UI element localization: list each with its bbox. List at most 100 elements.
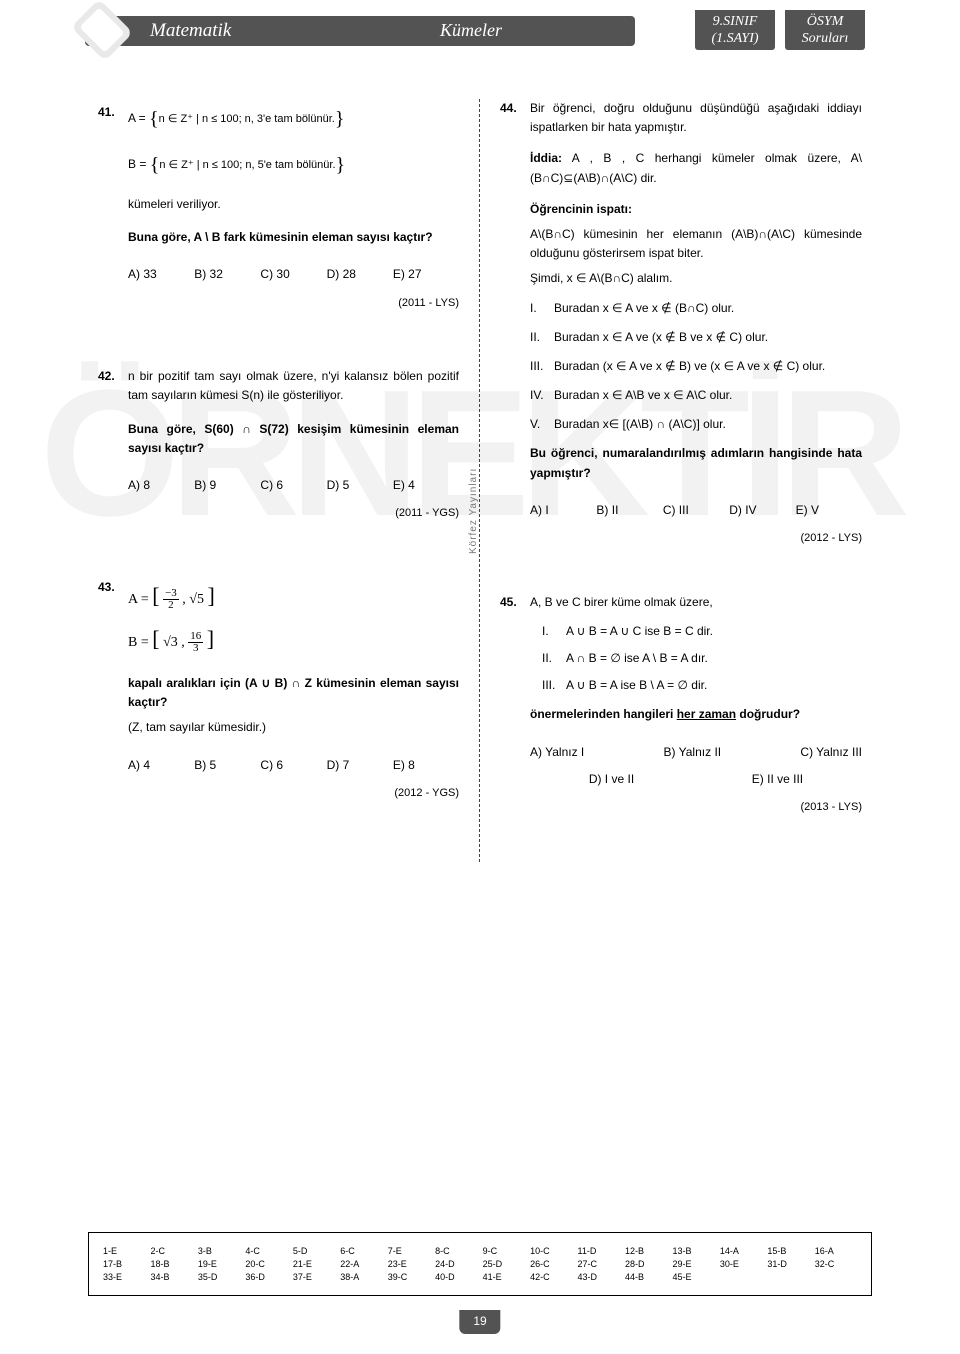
q42-asking: Buna göre, S(60) ∩ S(72) kesişim kümesin… — [128, 420, 459, 458]
answer-cell: 11-D — [578, 1246, 620, 1256]
q42-line1: n bir pozitif tam sayı olmak üzere, n'yi… — [128, 367, 459, 405]
q41-set-a: A = {n ∈ Z⁺ | n ≤ 100; n, 3'e tam bölünü… — [128, 103, 459, 135]
question-42: 42. n bir pozitif tam sayı olmak üzere, … — [98, 367, 459, 523]
header-source-box: ÖSYM Soruları — [785, 10, 865, 50]
answer-cell: 42-C — [530, 1272, 572, 1282]
q45-given: A, B ve C birer küme olmak üzere, — [530, 593, 862, 612]
answer-cell: 16-A — [815, 1246, 857, 1256]
header-subject: Matematik — [150, 20, 231, 42]
answer-cell: 9-C — [483, 1246, 525, 1256]
q44-let: Şimdi, x ∈ A\(B∩C) alalım. — [530, 269, 862, 288]
answer-cell: 8-C — [435, 1246, 477, 1256]
q43-note: (Z, tam sayılar kümesidir.) — [128, 718, 459, 737]
answer-cell: 14-A — [720, 1246, 762, 1256]
q41-number: 41. — [98, 103, 128, 122]
answer-cell: 25-D — [483, 1259, 525, 1269]
q45-stmt2: II.A ∩ B = ∅ ise A \ B = A dır. — [530, 649, 862, 668]
answer-cell: 43-D — [578, 1272, 620, 1282]
right-column: 44. Bir öğrenci, doğru olduğunu düşündüğ… — [480, 99, 872, 862]
answer-cell: 28-D — [625, 1259, 667, 1269]
question-45: 45. A, B ve C birer küme olmak üzere, I.… — [500, 593, 862, 817]
q42-source: (2011 - YGS) — [128, 505, 459, 523]
answer-key: 1-E 2-C 3-B 4-C 5-D 6-C 7-E 8-C 9-C 10-C 11-D 12-B 1… — [88, 1232, 872, 1296]
answer-cell: 38-A — [340, 1272, 382, 1282]
answer-cell: 45-E — [672, 1272, 714, 1282]
answer-cell: 18-B — [150, 1259, 192, 1269]
q44-step2: II.Buradan x ∈ A ve (x ∉ B ve x ∉ C) olu… — [530, 328, 862, 347]
answer-cell: 39-C — [388, 1272, 430, 1282]
answer-cell: 20-C — [245, 1259, 287, 1269]
answer-row-3: 33-E 34-B 35-D 36-D 37-E 38-A 39-C 40-D 41-E 42-C… — [103, 1272, 857, 1282]
q45-source: (2013 - LYS) — [530, 799, 862, 817]
source-line1: ÖSYM — [785, 14, 865, 31]
q44-step5: V.Buradan x∈ [(A\B) ∩ (A\C)] olur. — [530, 415, 862, 434]
answer-cell: 3-B — [198, 1246, 240, 1256]
answer-cell: 2-C — [150, 1246, 192, 1256]
answer-cell: 41-E — [483, 1272, 525, 1282]
answer-cell: 27-C — [578, 1259, 620, 1269]
logo-icon — [71, 0, 133, 61]
q45-options-row1: A) Yalnız I B) Yalnız II C) Yalnız III — [530, 743, 862, 762]
answer-cell: 21-E — [293, 1259, 335, 1269]
answer-cell: 22-A — [340, 1259, 382, 1269]
header-grade-box: 9.SINIF (1.SAYI) — [695, 10, 775, 50]
left-column: 41. A = {n ∈ Z⁺ | n ≤ 100; n, 3'e tam bö… — [88, 99, 480, 862]
answer-cell: 33-E — [103, 1272, 145, 1282]
answer-cell: 32-C — [815, 1259, 857, 1269]
header-topic: Kümeler — [440, 20, 502, 41]
q43-interval-b: B = [ √3 , 163 ] — [128, 621, 459, 656]
answer-row-2: 17-B18-B19-E20-C21-E22-A23-E24-D25-D26-C… — [103, 1259, 857, 1269]
q45-options-row2: D) I ve II E) II ve III — [530, 770, 862, 789]
q44-asking: Bu öğrenci, numaralandırılmış adımların … — [530, 444, 862, 482]
q44-source: (2012 - LYS) — [530, 530, 862, 548]
q45-stmt3: III.A ∪ B = A ise B \ A = ∅ dir. — [530, 676, 862, 695]
page-number: 19 — [459, 1310, 500, 1334]
answer-cell — [815, 1272, 857, 1282]
q43-number: 43. — [98, 578, 128, 597]
q43-asking: kapalı aralıkları için (A ∪ B) ∩ Z kümes… — [128, 674, 459, 712]
answer-cell: 31-D — [767, 1259, 809, 1269]
answer-cell: 10-C — [530, 1246, 572, 1256]
q44-number: 44. — [500, 99, 530, 118]
answer-row-1: 1-E 2-C 3-B 4-C 5-D 6-C 7-E 8-C 9-C 10-C 11-D 12-B 1… — [103, 1246, 857, 1256]
question-44: 44. Bir öğrenci, doğru olduğunu düşündüğ… — [500, 99, 862, 548]
question-41: 41. A = {n ∈ Z⁺ | n ≤ 100; n, 3'e tam bö… — [98, 103, 459, 312]
q45-number: 45. — [500, 593, 530, 612]
answer-cell: 37-E — [293, 1272, 335, 1282]
q41-given: kümeleri veriliyor. — [128, 195, 459, 214]
q44-proof-label: Öğrencinin ispatı: — [530, 200, 862, 219]
answer-cell: 4-C — [245, 1246, 287, 1256]
answer-cell — [767, 1272, 809, 1282]
q41-source: (2011 - LYS) — [128, 295, 459, 313]
question-43: 43. A = [ −32 , √5 ] B = [ √3 , 163 ] — [98, 578, 459, 803]
answer-cell: 7-E — [388, 1246, 430, 1256]
answer-cell: 24-D — [435, 1259, 477, 1269]
answer-cell: 17-B — [103, 1259, 145, 1269]
q44-options: A) I B) II C) III D) IV E) V — [530, 501, 862, 520]
q41-asking: Buna göre, A \ B fark kümesinin eleman s… — [128, 228, 459, 247]
answer-cell: 34-B — [150, 1272, 192, 1282]
grade-line1: 9.SINIF — [695, 14, 775, 31]
answer-cell — [720, 1272, 762, 1282]
q44-claim: İddia: A , B , C herhangi kümeler olmak … — [530, 149, 862, 187]
page-content: 41. A = {n ∈ Z⁺ | n ≤ 100; n, 3'e tam bö… — [0, 54, 960, 862]
answer-cell: 1-E — [103, 1246, 145, 1256]
page-header: Matematik Kümeler 9.SINIF (1.SAYI) ÖSYM … — [0, 10, 960, 54]
q44-intro: Bir öğrenci, doğru olduğunu düşündüğü aş… — [530, 99, 862, 137]
answer-cell: 44-B — [625, 1272, 667, 1282]
answer-cell: 15-B — [767, 1246, 809, 1256]
answer-cell: 30-E — [720, 1259, 762, 1269]
q43-interval-a: A = [ −32 , √5 ] — [128, 578, 459, 613]
q41-options: A) 33 B) 32 C) 30 D) 28 E) 27 — [128, 265, 459, 284]
publisher-spine: Körfez Yayınları — [468, 468, 479, 554]
q41-set-b: B = {n ∈ Z⁺ | n ≤ 100; n, 5'e tam bölünü… — [128, 149, 459, 181]
answer-cell: 12-B — [625, 1246, 667, 1256]
q44-step4: IV.Buradan x ∈ A\B ve x ∈ A\C olur. — [530, 386, 862, 405]
answer-cell: 40-D — [435, 1272, 477, 1282]
answer-cell: 29-E — [672, 1259, 714, 1269]
answer-cell: 6-C — [340, 1246, 382, 1256]
q44-proof-text: A\(B∩C) kümesinin her elemanın (A\B)∩(A\… — [530, 225, 862, 263]
answer-cell: 36-D — [245, 1272, 287, 1282]
answer-cell: 5-D — [293, 1246, 335, 1256]
answer-cell: 35-D — [198, 1272, 240, 1282]
